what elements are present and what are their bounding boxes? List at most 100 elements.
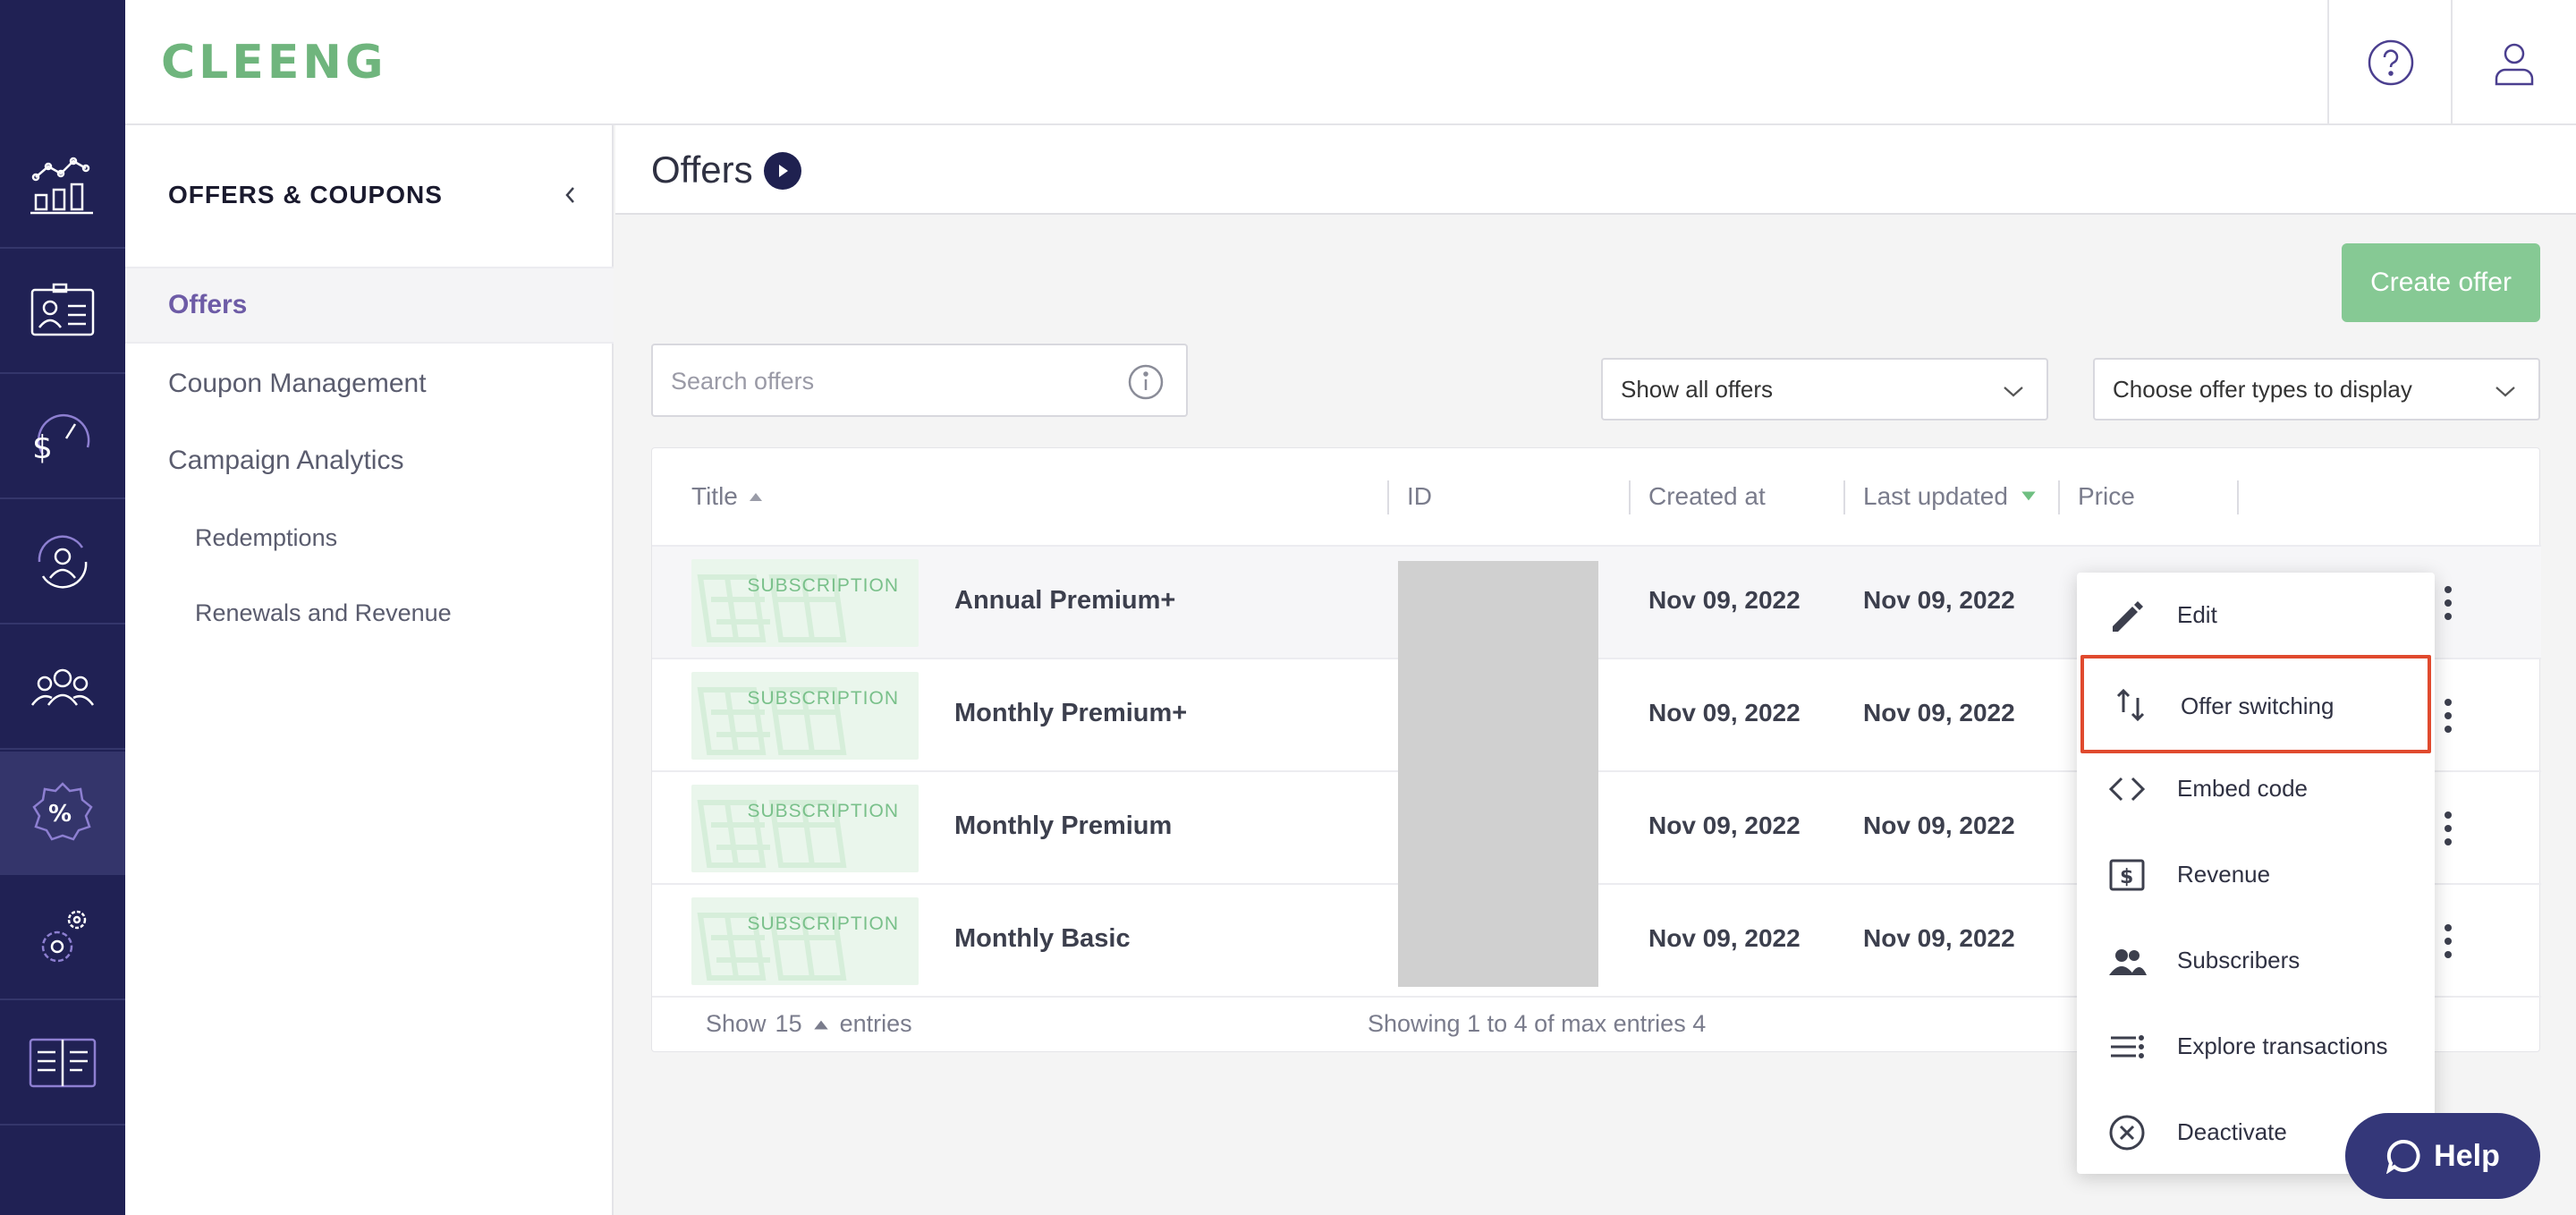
column-title[interactable]: Title [691,482,765,511]
offer-type-tag: SUBSCRIPTION [747,688,899,709]
column-price[interactable]: Price [2078,482,2135,510]
analytics-chart-icon [30,157,93,215]
offer-title[interactable]: Annual Premium+ [954,586,1176,615]
column-separator [2237,480,2239,514]
offer-title[interactable]: Monthly Premium+ [954,699,1188,727]
offer-type-filter-value: Choose offer types to display [2113,375,2412,403]
sidebar-item-offers[interactable]: Offers [125,267,614,344]
user-profile-icon [2495,43,2534,86]
menu-item-revenue[interactable]: $ Revenue [2077,832,2435,918]
code-brackets-icon [2108,777,2146,802]
question-circle-icon [2368,39,2414,86]
chevron-down-icon [2004,387,2023,397]
brand-logo[interactable]: CLEENG [161,36,387,89]
offer-title[interactable]: Monthly Basic [954,924,1131,953]
show-label: Show [706,1010,767,1037]
last-updated: Nov 09, 2022 [1863,586,2015,614]
column-created-at[interactable]: Created at [1648,482,1766,510]
search-box [651,344,1188,417]
svg-text:%: % [48,801,72,828]
created-at: Nov 09, 2022 [1648,811,1801,839]
calendar-pattern-icon [697,574,847,642]
pagination-summary: Showing 1 to 4 of max entries 4 [1368,1010,1707,1037]
offer-type-tag: SUBSCRIPTION [747,575,899,596]
collapse-sidebar-button[interactable] [553,177,589,213]
redacted-id-column [1398,561,1598,987]
menu-item-deactivate[interactable]: Deactivate [2077,1090,2435,1176]
sidebar-subitem-redemptions[interactable]: Redemptions [195,524,338,551]
sidebar-item-campaign-analytics[interactable]: Campaign Analytics [168,446,404,475]
caret-up-icon[interactable] [811,1015,831,1034]
top-bar: CLEENG [125,0,2576,125]
menu-item-embed-code[interactable]: Embed code [2077,746,2435,832]
sidebar-subitem-renewals-revenue[interactable]: Renewals and Revenue [195,599,452,626]
column-id[interactable]: ID [1407,482,1432,510]
sort-ascending-icon [749,493,762,501]
offer-thumbnail: SUBSCRIPTION [691,785,919,872]
offer-type-tag: SUBSCRIPTION [747,913,899,934]
page-title: Offers [651,149,753,191]
page-size-value[interactable]: 15 [775,1010,802,1037]
rail-item-revenue[interactable]: $ [0,376,125,499]
calendar-pattern-icon [697,800,847,868]
last-updated: Nov 09, 2022 [1863,811,2015,839]
offer-thumbnail: SUBSCRIPTION [691,672,919,760]
last-updated: Nov 09, 2022 [1863,699,2015,726]
menu-item-offer-switching[interactable]: Offer switching [2080,655,2431,753]
menu-item-explore-transactions[interactable]: Explore transactions [2077,1004,2435,1090]
rail-item-settings[interactable] [0,877,125,1000]
row-actions-menu: Edit Offer switching Embed code $ Revenu… [2077,573,2435,1174]
help-label: Help [2434,1138,2500,1173]
rail-item-retention[interactable] [0,501,125,624]
created-at: Nov 09, 2022 [1648,924,1801,952]
search-input[interactable] [671,361,1118,401]
people-icon [2109,949,2147,975]
chevron-left-icon [565,187,574,203]
table-row[interactable]: SUBSCRIPTION Monthly Basic Nov 09, 2022 … [652,885,2541,998]
offer-status-filter[interactable]: Show all offers [1601,358,2048,421]
dollar-bill-icon: $ [2109,859,2145,891]
rail-item-analytics[interactable] [0,125,125,249]
offer-title[interactable]: Monthly Premium [954,811,1173,840]
sidebar-item-coupon-management[interactable]: Coupon Management [168,369,427,398]
menu-item-edit[interactable]: Edit [2077,573,2435,658]
row-actions-icon[interactable] [2439,808,2457,849]
page-size-control: Show 15 entries [706,1010,912,1038]
rail-item-documentation[interactable] [0,1002,125,1126]
help-center-button[interactable] [2327,0,2453,125]
user-profile-button[interactable] [2451,0,2576,125]
svg-text:$: $ [32,429,53,466]
row-actions-icon[interactable] [2439,582,2457,624]
offer-status-filter-value: Show all offers [1621,375,1774,403]
section-sidebar: OFFERS & COUPONS Offers Coupon Managemen… [125,125,614,1215]
created-at: Nov 09, 2022 [1648,586,1801,614]
svg-text:$: $ [2120,866,2133,888]
customer-retention-icon [38,535,88,589]
rail-item-offers[interactable]: % [0,752,125,875]
column-last-updated[interactable]: Last updated [1863,482,2038,511]
column-separator [1387,480,1389,514]
column-separator [1629,480,1631,514]
tutorial-video-button[interactable] [764,152,801,190]
offer-type-filter[interactable]: Choose offer types to display [2093,358,2540,421]
info-icon[interactable] [1127,363,1165,401]
id-card-icon [30,283,95,336]
offer-type-tag: SUBSCRIPTION [747,801,899,821]
x-circle-icon [2109,1115,2145,1151]
rail-item-users[interactable] [0,626,125,750]
create-offer-button[interactable]: Create offer [2342,243,2540,322]
chat-bubble-icon [2386,1139,2420,1174]
row-actions-icon[interactable] [2439,695,2457,736]
sidebar-title: OFFERS & COUPONS [168,181,443,208]
revenue-speedometer-icon: $ [32,413,90,466]
rail-item-customers[interactable] [0,251,125,374]
row-actions-icon[interactable] [2439,921,2457,962]
play-icon [779,165,788,177]
sort-descending-icon [2021,491,2036,501]
documentation-book-icon [29,1038,97,1088]
settings-gears-icon [41,910,87,963]
offer-thumbnail: SUBSCRIPTION [691,559,919,647]
help-chat-button[interactable]: Help [2345,1113,2540,1199]
menu-item-subscribers[interactable]: Subscribers [2077,918,2435,1004]
swap-arrows-icon [2116,688,2145,722]
